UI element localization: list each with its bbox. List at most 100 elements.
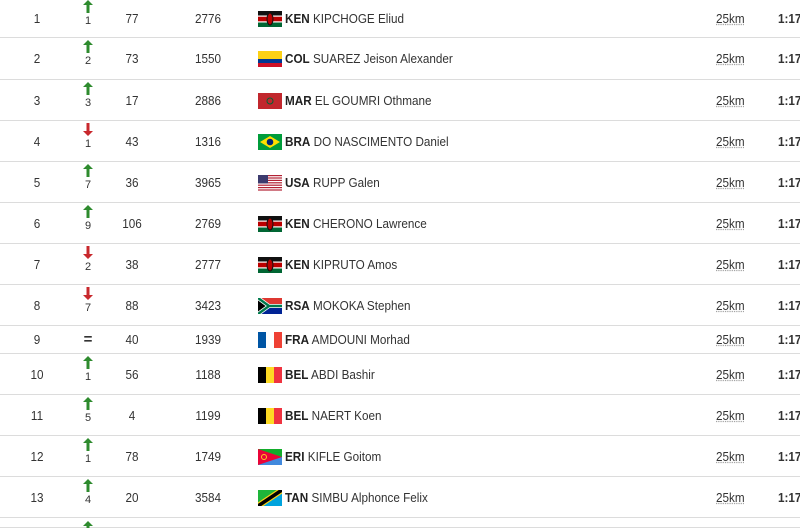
bib: 2776 bbox=[194, 11, 222, 26]
arrow-up bbox=[83, 163, 93, 177]
distance: 25km bbox=[716, 448, 745, 464]
rank: 10 bbox=[30, 366, 44, 382]
bib: 1316 bbox=[194, 133, 222, 149]
result-row: 9 = 40 1939 FRA AMDOUNI Morhad 25km 1:17 bbox=[0, 326, 800, 354]
athlete: ERI KIFLE Goitom bbox=[285, 449, 381, 465]
time: 1:17 bbox=[778, 332, 800, 347]
previous-rank: 38 bbox=[125, 256, 139, 272]
distance: 25km bbox=[716, 92, 745, 108]
trend-change: 1 bbox=[84, 452, 92, 465]
trend-change: 1 bbox=[84, 370, 92, 383]
time: 1:17 bbox=[778, 215, 800, 231]
time: 1:17 bbox=[778, 51, 800, 66]
previous-rank: 36 bbox=[125, 174, 139, 190]
trend-change: 4 bbox=[84, 493, 92, 506]
previous-rank: 43 bbox=[125, 133, 139, 149]
arrow-up bbox=[83, 355, 93, 369]
rank: 4 bbox=[33, 133, 41, 149]
previous-rank: 106 bbox=[122, 215, 142, 231]
result-row: 11 5 4 1199 BEL NAERT Koen 25km 1:17 bbox=[0, 395, 800, 436]
time: 1:17 bbox=[778, 407, 800, 423]
athlete: TAN SIMBU Alphonce Felix bbox=[285, 490, 428, 506]
time: 1:17 bbox=[778, 256, 800, 272]
flag bbox=[258, 174, 282, 191]
country-code: BRA bbox=[285, 133, 311, 149]
flag bbox=[258, 11, 282, 27]
result-row: 3 3 17 2886 MAR EL GOUMRI Othmane 25km 1:17 bbox=[0, 80, 800, 121]
time: 1:17 bbox=[778, 489, 800, 505]
previous-rank: 73 bbox=[125, 51, 139, 66]
arrow-up bbox=[83, 396, 93, 410]
previous-rank: 78 bbox=[125, 448, 139, 464]
arrow-up bbox=[83, 81, 93, 95]
flag bbox=[256, 295, 282, 316]
athlete: KEN KIPRUTO Amos bbox=[285, 257, 397, 273]
bib: 3584 bbox=[194, 489, 222, 505]
result-row: 13 4 20 3584 TAN SIMBU Alphonce Felix 25km 1:1… bbox=[0, 477, 800, 518]
rank: 8 bbox=[33, 297, 41, 313]
athlete-name: SIMBU Alphonce Felix bbox=[311, 489, 428, 505]
athlete-name: MOKOKA Stephen bbox=[312, 297, 411, 313]
bib: 3423 bbox=[194, 297, 222, 313]
rank: 11 bbox=[30, 407, 44, 423]
flag-box bbox=[256, 295, 282, 316]
flag-box bbox=[258, 366, 282, 383]
distance: 25km bbox=[716, 51, 745, 66]
athlete-name: AMDOUNI Morhad bbox=[311, 332, 410, 347]
bib: 3965 bbox=[194, 174, 222, 190]
trend-change: 7 bbox=[84, 178, 92, 191]
country-code: BEL bbox=[285, 407, 309, 423]
flag bbox=[258, 332, 282, 348]
country-code: RSA bbox=[285, 297, 310, 313]
result-row: 5 7 36 3965 USA RUPP Galen 25km 1:17 bbox=[0, 162, 800, 203]
flag-box bbox=[258, 256, 282, 273]
flag-box bbox=[258, 92, 282, 109]
previous-rank: 20 bbox=[125, 489, 139, 505]
previous-rank: 4 bbox=[128, 407, 136, 423]
result-row: 1 1 77 2776 KEN KIPCHOGE Eliud 25km 1:17 bbox=[0, 0, 800, 38]
trend-change: 7 bbox=[84, 301, 92, 314]
result-row: 10 1 56 1188 BEL ABDI Bashir 25km 1:17 bbox=[0, 354, 800, 395]
distance: 25km bbox=[716, 133, 745, 149]
time: 1:17 bbox=[778, 174, 800, 190]
athlete-name: EL GOUMRI Othmane bbox=[314, 92, 432, 108]
country-code: TAN bbox=[285, 489, 309, 505]
time: 1:17 bbox=[778, 366, 800, 382]
athlete-name: NAERT Koen bbox=[311, 407, 382, 423]
rank: 5 bbox=[33, 174, 41, 190]
athlete-name: KIPRUTO Amos bbox=[312, 256, 398, 272]
trend-change: 2 bbox=[84, 55, 92, 67]
result-row bbox=[0, 518, 800, 528]
bib: 2769 bbox=[194, 215, 222, 231]
athlete-name: KIPCHOGE Eliud bbox=[312, 11, 405, 26]
bib: 2777 bbox=[194, 256, 222, 272]
distance: 25km bbox=[716, 174, 745, 190]
trend-same: = bbox=[83, 331, 93, 348]
flag bbox=[258, 92, 282, 109]
athlete: BRA DO NASCIMENTO Daniel bbox=[285, 134, 449, 150]
distance: 25km bbox=[716, 11, 745, 26]
rank: 7 bbox=[33, 256, 41, 272]
distance: 25km bbox=[716, 297, 745, 313]
result-row: 6 9 106 2769 KEN CHERONO Lawrence 25km 1:17 bbox=[0, 203, 800, 244]
rank: 12 bbox=[30, 448, 44, 464]
arrow-up bbox=[83, 0, 93, 13]
time: 1:17 bbox=[778, 92, 800, 108]
arrow-down bbox=[83, 122, 93, 136]
athlete: COL SUAREZ Jeison Alexander bbox=[285, 51, 453, 67]
rank: 6 bbox=[33, 215, 41, 231]
distance: 25km bbox=[716, 366, 745, 382]
flag-box bbox=[258, 51, 282, 67]
previous-rank: 17 bbox=[125, 92, 139, 108]
flag-box bbox=[258, 407, 282, 424]
athlete: KEN KIPCHOGE Eliud bbox=[285, 11, 404, 27]
time: 1:17 bbox=[778, 11, 800, 26]
rank: 1 bbox=[33, 11, 41, 26]
time: 1:17 bbox=[778, 448, 800, 464]
trend-change: 3 bbox=[84, 96, 92, 109]
distance: 25km bbox=[716, 215, 745, 231]
arrow-up bbox=[83, 437, 93, 451]
bib: 1199 bbox=[195, 407, 221, 423]
distance: 25km bbox=[716, 256, 745, 272]
arrow-up bbox=[83, 521, 93, 528]
